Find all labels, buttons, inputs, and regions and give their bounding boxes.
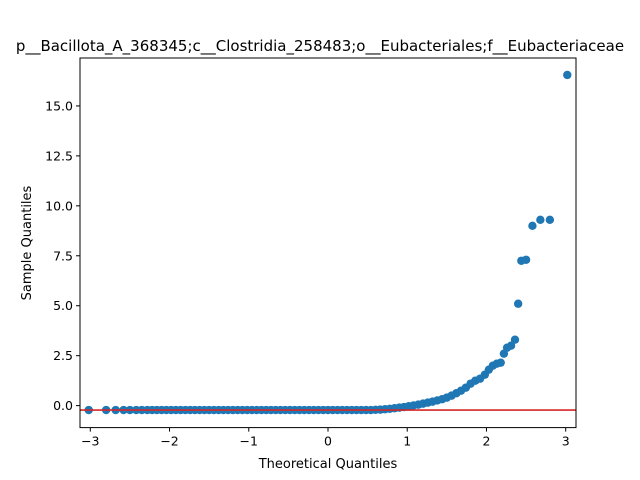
data-point xyxy=(510,335,520,344)
y-tick-label: 10.0 xyxy=(45,198,73,213)
x-tick-label: 0 xyxy=(324,434,332,449)
y-tick-label: 7.5 xyxy=(53,248,73,263)
y-tick-label: 12.5 xyxy=(45,148,73,163)
plot-area xyxy=(80,70,576,415)
data-point xyxy=(536,215,545,225)
data-point xyxy=(521,255,531,264)
x-tick-label: 1 xyxy=(403,434,411,449)
y-tick-label: 5.0 xyxy=(53,298,73,313)
y-axis: 0.0 2.5 5.0 7.5 10.0 12.5 15.0 xyxy=(45,98,80,413)
data-point xyxy=(528,221,537,231)
x-tick-label: −3 xyxy=(81,434,99,449)
data-point xyxy=(506,341,516,350)
y-tick-label: 0.0 xyxy=(53,398,73,413)
x-tick-label: 3 xyxy=(562,434,570,449)
data-point xyxy=(496,358,505,367)
y-axis-label: Sample Quantiles xyxy=(20,185,35,300)
data-point xyxy=(563,70,572,80)
x-tick-label: −2 xyxy=(160,434,178,449)
y-tick-label: 15.0 xyxy=(45,98,73,113)
x-axis-label: Theoretical Quantiles xyxy=(258,457,398,472)
x-tick-label: −1 xyxy=(240,434,258,449)
x-tick-label: 2 xyxy=(482,434,490,449)
x-axis: −3 −2 −1 0 1 2 3 xyxy=(81,427,570,449)
y-tick-label: 2.5 xyxy=(53,348,73,363)
chart-title: p__Bacillota_A_368345;c__Clostridia_2584… xyxy=(16,37,624,56)
data-point xyxy=(545,215,555,225)
data-point xyxy=(513,299,523,308)
